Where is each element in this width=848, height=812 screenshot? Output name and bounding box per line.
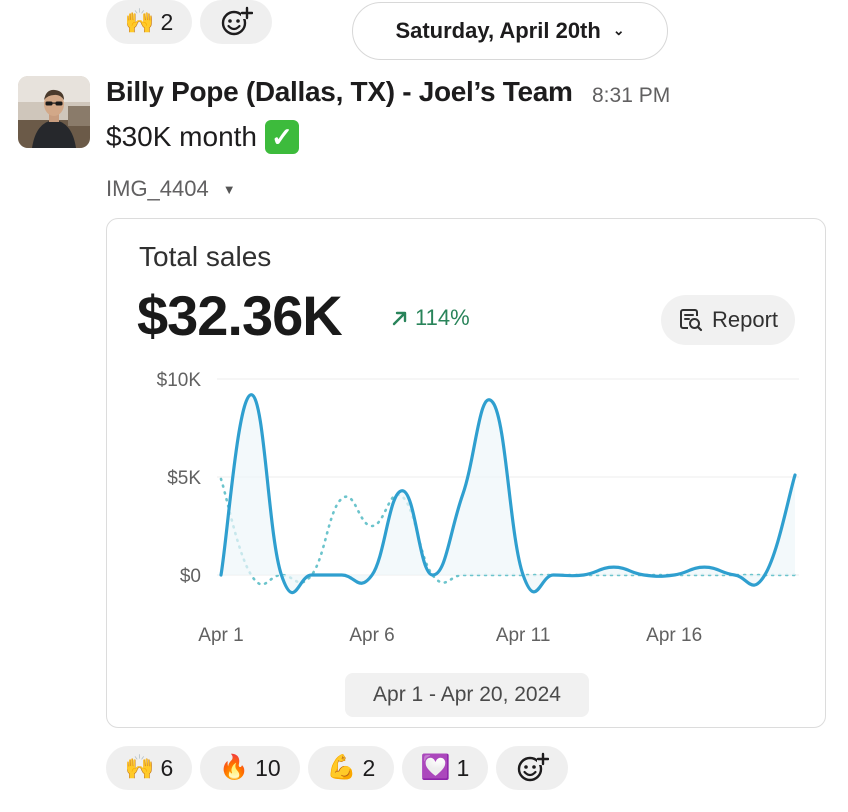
date-label: Saturday, April 20th bbox=[395, 18, 601, 43]
date-divider-button[interactable]: Saturday, April 20th ⌄ bbox=[352, 2, 668, 60]
message-text: $30K month ✓ bbox=[106, 120, 299, 154]
sales-line-chart: $10K $5K $0 Apr 1 Apr 6 Apr 11 Apr 16 bbox=[157, 370, 799, 646]
reaction-flexed-biceps[interactable]: 💪 2 bbox=[308, 746, 394, 790]
reaction-count: 2 bbox=[362, 754, 376, 781]
add-reaction-button[interactable] bbox=[200, 0, 272, 44]
report-search-icon bbox=[679, 309, 703, 332]
y-tick-label: $0 bbox=[180, 566, 201, 587]
y-tick-label: $5K bbox=[167, 468, 201, 489]
chevron-down-icon: ⌄ bbox=[612, 21, 625, 38]
report-button[interactable]: Report bbox=[661, 295, 795, 345]
heart-decoration-emoji-icon: 💟 bbox=[420, 754, 451, 781]
add-reaction-button[interactable] bbox=[496, 746, 568, 790]
sales-change: 114% bbox=[391, 305, 470, 331]
x-tick-label: Apr 16 bbox=[646, 625, 702, 646]
series-line-current bbox=[219, 393, 797, 595]
x-tick-label: Apr 11 bbox=[496, 625, 551, 646]
avatar[interactable] bbox=[18, 76, 90, 148]
reaction-count: 2 bbox=[160, 8, 174, 35]
x-tick-label: Apr 6 bbox=[349, 625, 394, 646]
raised-hands-emoji-icon: 🙌 bbox=[124, 8, 155, 35]
card-title: Total sales bbox=[139, 241, 272, 272]
reaction-count: 1 bbox=[456, 754, 470, 781]
report-label: Report bbox=[711, 307, 779, 332]
caret-down-icon: ▼ bbox=[222, 181, 236, 197]
reaction-heart-decoration[interactable]: 💟 1 bbox=[402, 746, 488, 790]
attachment-image[interactable]: Total sales $32.36K 114% Report $10K $5K $… bbox=[106, 218, 826, 728]
y-tick-label: $10K bbox=[157, 370, 202, 391]
flexed-biceps-emoji-icon: 💪 bbox=[326, 754, 357, 781]
message-timestamp[interactable]: 8:31 PM bbox=[592, 84, 671, 107]
date-range-label: Apr 1 - Apr 20, 2024 bbox=[345, 673, 589, 717]
reaction-raised-hands[interactable]: 🙌 2 bbox=[106, 0, 192, 44]
reaction-fire[interactable]: 🔥 10 bbox=[200, 746, 300, 790]
avatar-photo-icon bbox=[18, 76, 90, 148]
total-sales-value: $32.36K bbox=[137, 284, 343, 347]
reaction-count: 6 bbox=[160, 754, 174, 781]
raised-hands-emoji-icon: 🙌 bbox=[124, 754, 155, 781]
message-body: $30K month bbox=[106, 121, 257, 152]
reaction-count: 10 bbox=[255, 754, 281, 781]
add-reaction-icon bbox=[221, 6, 253, 36]
x-tick-label: Apr 1 bbox=[198, 625, 243, 646]
sales-change-value: 114% bbox=[415, 305, 470, 330]
attachment-toggle[interactable]: IMG_4404 ▼ bbox=[106, 176, 236, 202]
sender-name[interactable]: Billy Pope (Dallas, TX) - Joel’s Team bbox=[106, 76, 573, 107]
check-mark-emoji-icon: ✓ bbox=[265, 120, 299, 154]
reaction-raised-hands[interactable]: 🙌 6 bbox=[106, 746, 192, 790]
attachment-name: IMG_4404 bbox=[106, 176, 209, 201]
fire-emoji-icon: 🔥 bbox=[219, 754, 250, 781]
arrow-up-right-icon bbox=[392, 311, 407, 326]
add-reaction-icon bbox=[517, 752, 549, 782]
